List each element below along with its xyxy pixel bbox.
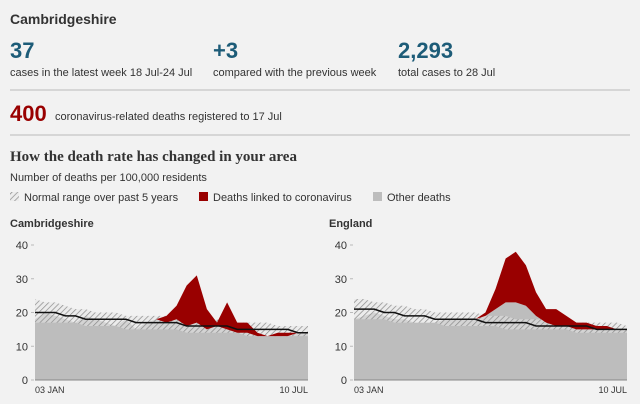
stat-value: 37 <box>10 38 34 63</box>
legend-swatch <box>10 192 19 201</box>
x-tick-label: 03 JAN <box>354 385 384 395</box>
legend-swatch <box>199 192 208 201</box>
other-deaths-area <box>35 312 308 380</box>
legend-swatch <box>373 192 382 201</box>
stat-value: +3 <box>213 38 238 63</box>
chart-title: England <box>329 218 372 230</box>
section-subtitle: Number of deaths per 100,000 residents <box>10 172 207 184</box>
stat-label: total cases to 28 Jul <box>398 67 495 79</box>
deaths-value: 400 <box>10 101 47 126</box>
section-title: How the death rate has changed in your a… <box>10 149 297 165</box>
stat-label: compared with the previous week <box>213 67 377 79</box>
average-line <box>35 311 308 334</box>
legend-label: Deaths linked to coronavirus <box>213 192 352 204</box>
legend-label: Other deaths <box>387 192 451 204</box>
legend-label: Normal range over past 5 years <box>24 192 179 204</box>
y-tick-label: 40 <box>335 240 347 252</box>
y-tick-label: 10 <box>16 341 28 353</box>
y-tick-label: 20 <box>16 308 28 320</box>
y-tick-label: 0 <box>22 375 28 387</box>
area-title: Cambridgeshire <box>10 11 117 27</box>
y-tick-label: 20 <box>335 308 347 320</box>
average-line <box>354 308 627 331</box>
y-tick-label: 30 <box>16 274 28 286</box>
y-tick-label: 10 <box>335 341 347 353</box>
stat-label: cases in the latest week 18 Jul-24 Jul <box>10 67 192 79</box>
x-tick-label: 10 JUL <box>598 385 627 395</box>
chart-title: Cambridgeshire <box>10 218 94 230</box>
other-deaths-area <box>354 302 627 380</box>
y-tick-label: 0 <box>341 375 347 387</box>
stat-value: 2,293 <box>398 38 453 63</box>
deaths-label: coronavirus-related deaths registered to… <box>55 111 282 123</box>
y-tick-label: 30 <box>335 274 347 286</box>
x-tick-label: 03 JAN <box>35 385 65 395</box>
x-tick-label: 10 JUL <box>279 385 308 395</box>
y-tick-label: 40 <box>16 240 28 252</box>
